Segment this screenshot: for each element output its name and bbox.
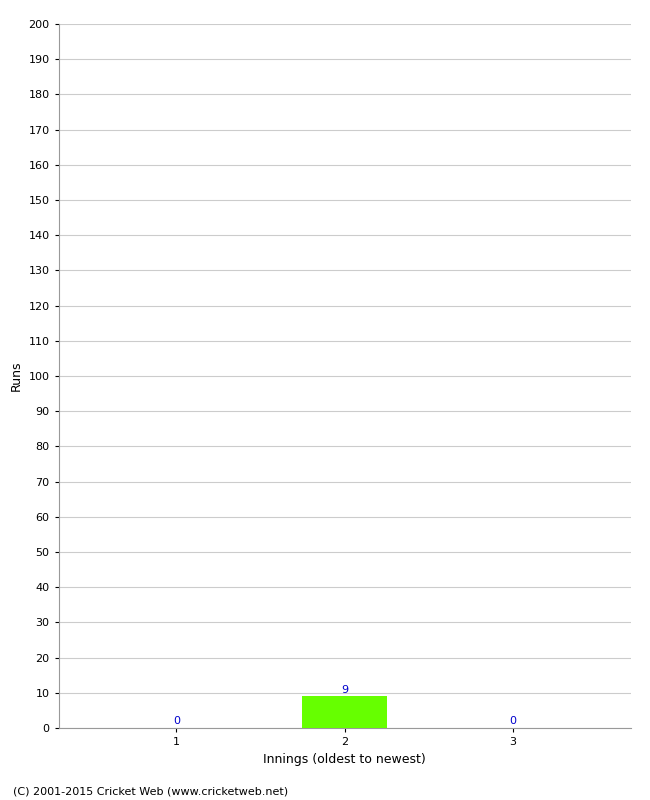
Text: (C) 2001-2015 Cricket Web (www.cricketweb.net): (C) 2001-2015 Cricket Web (www.cricketwe… (13, 786, 288, 796)
Text: 0: 0 (173, 716, 180, 726)
Bar (302, 696, 387, 728)
X-axis label: Innings (oldest to newest): Innings (oldest to newest) (263, 753, 426, 766)
Text: 0: 0 (509, 716, 516, 726)
Y-axis label: Runs: Runs (10, 361, 23, 391)
Text: 9: 9 (341, 685, 348, 694)
